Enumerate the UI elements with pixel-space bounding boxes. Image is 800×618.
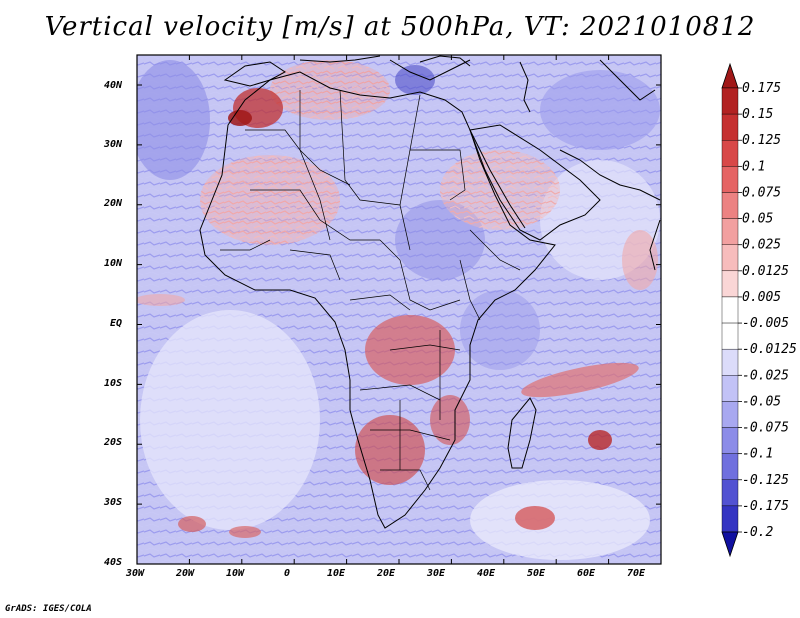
lat-label: 30N [104,139,123,150]
lon-label: 30W [126,568,145,579]
colorbar-bottom-arrow [721,531,739,558]
colorbar-label: -0.175 [742,499,789,514]
colorbar-label: 0.075 [742,185,781,200]
colorbar-swatch [721,166,739,193]
coastlines [199,55,661,529]
lat-label: 40N [104,80,123,91]
colorbar-top-arrow [721,62,739,89]
lon-label: 10E [327,568,346,579]
colorbar-label: -0.025 [742,368,789,383]
lon-label: 20W [176,568,195,579]
colorbar-label: -0.05 [742,394,781,409]
lon-label: 20E [377,568,396,579]
lon-label: 70E [627,568,646,579]
lat-label: 20N [104,198,123,209]
colorbar-swatch [721,140,739,167]
lon-label: 10W [226,568,245,579]
lat-label: 20S [104,437,123,448]
lat-label: 10N [104,258,123,269]
country-borders [220,89,521,491]
lat-label: 10S [104,378,123,389]
lon-label: 30E [427,568,446,579]
colorbar-swatch [721,505,739,533]
lat-label: 30S [104,497,123,508]
chart-title: Vertical velocity [m/s] at 500hPa, VT: 2… [44,12,756,42]
colorbar-swatch [721,270,739,298]
colorbar-label: 0.175 [742,81,781,96]
colorbar-swatch [721,427,739,454]
colorbar-swatch [721,348,739,376]
colorbar-swatch [721,218,739,245]
axis-ticks [136,55,662,565]
lon-label: 0 [284,568,291,579]
colorbar-label: -0.1 [742,447,773,462]
colorbar-label: -0.2 [742,525,773,540]
colorbar-swatch [721,479,739,507]
colorbar-label: -0.125 [742,473,789,488]
colorbar-swatch [721,453,739,480]
colorbar-swatch [721,244,739,272]
colorbar-swatch [721,322,739,350]
velocity-field [137,55,661,564]
colorbar-label: 0.005 [742,290,781,305]
colorbar-label: 0.05 [742,212,773,227]
colorbar-label: 0.025 [742,238,781,253]
lat-label: EQ [110,318,123,329]
colorbar-label: 0.125 [742,133,781,148]
colorbar-swatch [721,296,739,324]
colorbar-label: 0.15 [742,107,773,122]
lon-label: 60E [577,568,596,579]
colorbar-label: 0.0125 [742,264,789,279]
colorbar-swatch [721,401,739,428]
colorbar-swatch [721,87,739,115]
colorbar: 0.175 0.15 0.125 0.1 0.075 0.05 0.025 0.0125 0.0… [721,62,797,558]
colorbar-swatch [721,192,739,219]
lon-label: 40E [477,568,496,579]
colorbar-label: -0.075 [742,421,789,436]
lat-label: 40S [104,557,123,568]
colorbar-swatch [721,375,739,402]
colorbar-label: -0.0125 [742,342,797,357]
grads-credit: GrADS: IGES/COLA [5,604,92,614]
colorbar-swatch [721,113,739,141]
lon-label: 50E [527,568,546,579]
colorbar-label: -0.005 [742,316,789,331]
colorbar-label: 0.1 [742,159,765,174]
